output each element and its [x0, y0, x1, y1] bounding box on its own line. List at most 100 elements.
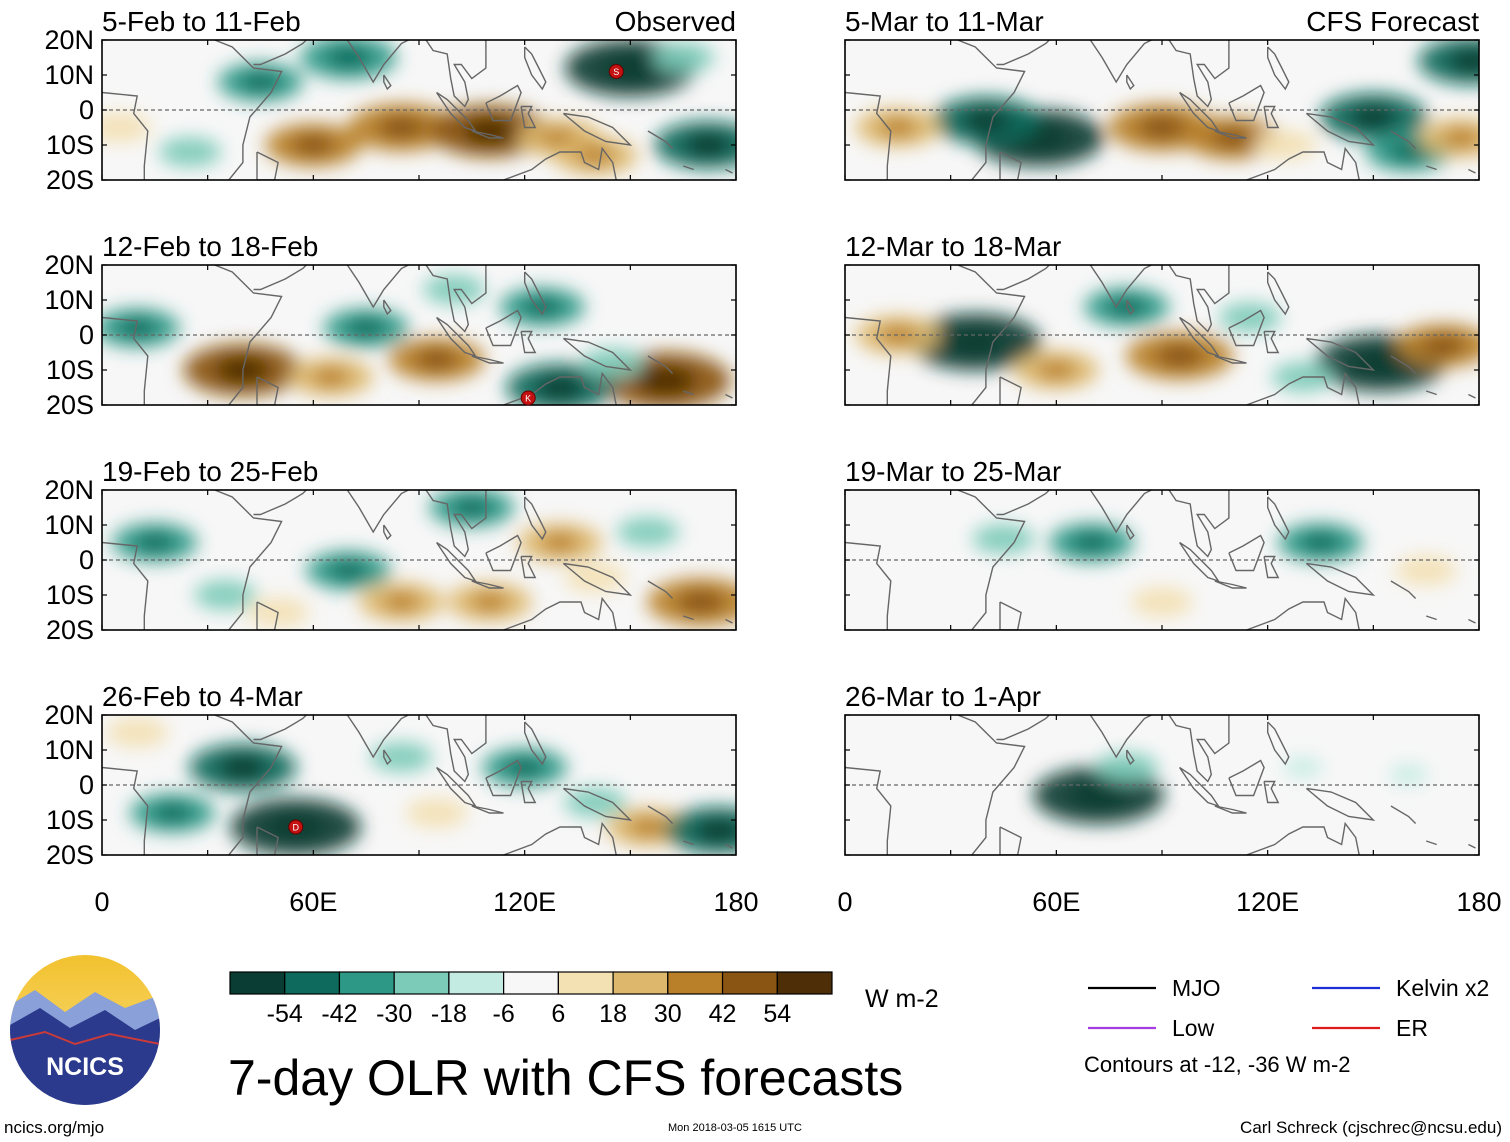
coastline	[1267, 496, 1290, 541]
coastline	[1089, 490, 1154, 534]
map-panel: 20N 10N 0 10S 20S 26-Feb to 4-Mar D 0 60E 120E 180	[44, 681, 758, 917]
coastline	[524, 496, 547, 541]
legend-label: ER	[1396, 1015, 1428, 1041]
anomaly-blob	[106, 717, 169, 748]
storm-marker: D	[288, 819, 304, 835]
anomaly-blob	[972, 524, 1035, 554]
anomaly-core	[1155, 344, 1204, 368]
coastline	[485, 759, 522, 797]
panel-title: 5-Feb to 11-Feb	[102, 6, 301, 37]
coastline	[1168, 40, 1230, 108]
anomaly-core	[694, 818, 736, 843]
anomaly-blob	[1388, 764, 1429, 785]
coastline	[1390, 355, 1417, 374]
anomaly-field	[1033, 752, 1429, 825]
coastline	[1267, 271, 1290, 316]
coastline	[1263, 555, 1280, 579]
coastline	[999, 376, 1022, 405]
panel-title: 26-Mar to 1-Apr	[845, 681, 1041, 712]
colorbar-swatch	[612, 971, 669, 995]
coastline	[524, 46, 547, 91]
coastline	[1263, 105, 1280, 129]
coastline	[436, 766, 478, 808]
anomaly-blobs	[1033, 752, 1429, 825]
storm-marker-dot	[288, 819, 304, 835]
anomaly-core	[1137, 115, 1187, 140]
storm-marker-label: K	[525, 394, 531, 404]
coastline	[346, 40, 411, 84]
storm-marker-dot	[520, 390, 536, 406]
anomaly-core	[1301, 532, 1340, 553]
y-tick-label: 10N	[44, 285, 94, 315]
colorbar-tick-label: 30	[654, 1000, 682, 1028]
coastline	[425, 40, 487, 108]
anomaly-core	[382, 592, 421, 612]
logo-text: NCICS	[46, 1053, 124, 1081]
coastline	[1126, 299, 1135, 316]
colorbar-tick-label: -54	[267, 1000, 303, 1028]
anomaly-core	[218, 755, 268, 780]
map-panel: 20N 10N 0 10S 20S 12-Feb to 18-Feb K	[44, 231, 737, 420]
colorbar-swatch	[557, 971, 614, 995]
coastline	[1468, 168, 1476, 174]
legend-contour-note: Contours at -12, -36 W m-2	[1084, 1052, 1351, 1077]
anomaly-core	[470, 592, 509, 612]
coastline	[957, 715, 1026, 855]
coastline	[436, 541, 478, 583]
coastline	[1179, 766, 1221, 808]
coastline	[1468, 393, 1476, 399]
coastline	[253, 265, 308, 291]
colorbar-tick-label: 18	[599, 1000, 627, 1028]
colorbar-swatch	[667, 971, 724, 995]
coastline	[1126, 74, 1135, 91]
coastline	[1425, 390, 1437, 396]
coastline	[256, 376, 279, 405]
colorbar-tick-label: -42	[321, 1000, 357, 1028]
coastlines	[102, 265, 733, 405]
anomaly-core	[535, 375, 585, 400]
panel-title: 5-Mar to 11-Mar	[845, 6, 1044, 37]
coastline	[524, 721, 547, 766]
coastline	[1228, 759, 1265, 797]
tick-marks	[844, 714, 1480, 856]
x-tick-label: 180	[1456, 887, 1501, 917]
coastline	[647, 130, 674, 149]
colorbar-swatch	[448, 971, 505, 995]
anomaly-blob	[581, 348, 644, 378]
coastline	[425, 715, 487, 783]
coastline	[647, 805, 674, 824]
coastline	[1179, 541, 1221, 583]
coastline	[1228, 309, 1265, 347]
coastline	[682, 165, 694, 171]
anomaly-core	[505, 757, 544, 778]
storm-marker: K	[520, 390, 536, 406]
coastline	[214, 40, 283, 180]
coastline	[1214, 130, 1247, 139]
y-tick-label: 10S	[46, 805, 94, 835]
y-tick-label: 10S	[46, 580, 94, 610]
map-panel: 5-Mar to 11-Mar CFS Forecast	[844, 6, 1480, 181]
coastline	[383, 524, 392, 541]
x-tick-label: 0	[837, 887, 852, 917]
tick-marks	[101, 39, 737, 181]
coastline	[562, 562, 633, 596]
coastline	[102, 541, 149, 630]
coastline	[1263, 330, 1280, 354]
anomaly-field	[112, 490, 736, 628]
coastline	[425, 490, 487, 558]
storm-marker: S	[608, 64, 624, 79]
y-tick-label: 20N	[44, 475, 94, 505]
colorbar: -54 -42 -30 -18 -6 6 18 30 42 54	[229, 971, 833, 1028]
coastline	[682, 840, 694, 846]
coastline	[1126, 749, 1135, 766]
legend-item: Kelvin x2	[1312, 975, 1489, 1001]
panel-header: CFS Forecast	[1306, 6, 1479, 37]
anomaly-core	[540, 532, 580, 553]
colorbar-swatch	[776, 971, 833, 995]
coastline	[471, 355, 504, 364]
x-tick-label: 180	[713, 887, 758, 917]
anomaly-blob	[102, 112, 151, 143]
coastline	[425, 265, 487, 333]
coastline	[725, 393, 733, 399]
logo-red-line	[10, 1030, 160, 1046]
